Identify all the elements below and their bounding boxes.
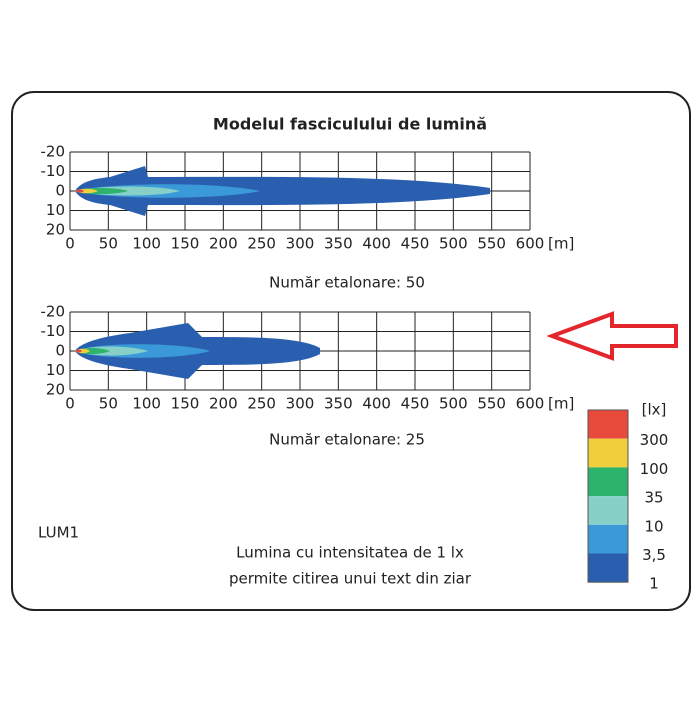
x-tick-label: 250 [247, 395, 276, 413]
x-tick-label: 400 [362, 235, 391, 253]
x-tick-label: 400 [362, 395, 391, 413]
legend-unit: [lx] [642, 401, 667, 419]
x-unit: [m] [548, 235, 574, 253]
y-tick-label: 10 [46, 201, 65, 219]
x-tick-label: 150 [171, 395, 200, 413]
legend-swatch [588, 553, 628, 583]
y-tick-label: 20 [46, 381, 65, 399]
y-tick-label: -20 [41, 143, 66, 161]
arrow [546, 311, 678, 361]
title: Modelul fasciculului de lumină [213, 115, 487, 134]
y-tick-label: 0 [55, 182, 65, 200]
x-tick-label: 200 [209, 395, 238, 413]
x-tick-label: 150 [171, 235, 200, 253]
x-tick-label: 100 [132, 395, 161, 413]
x-tick-label: 100 [132, 235, 161, 253]
x-tick-label: 450 [401, 395, 430, 413]
y-tick-label: 0 [55, 342, 65, 360]
x-tick-label: 450 [401, 235, 430, 253]
x-tick-label: 0 [65, 235, 75, 253]
x-tick-label: 250 [247, 235, 276, 253]
caption: Număr etalonare: 50 [269, 274, 425, 292]
legend-swatch [588, 410, 628, 439]
x-tick-label: 350 [324, 395, 353, 413]
x-tick-label: 600 [516, 235, 545, 253]
y-tick-label: -10 [41, 162, 66, 180]
legend-swatch [588, 496, 628, 525]
legend-label: 300 [640, 431, 669, 449]
x-tick-label: 50 [99, 235, 118, 253]
x-tick-label: 300 [286, 395, 315, 413]
x-tick-label: 50 [99, 395, 118, 413]
x-tick-label: 500 [439, 395, 468, 413]
y-tick-label: -20 [41, 303, 66, 321]
legend-label: 3,5 [642, 546, 666, 564]
legend-label: 10 [644, 517, 663, 535]
y-tick-label: 20 [46, 221, 65, 239]
x-tick-label: 600 [516, 395, 545, 413]
y-tick-label: 10 [46, 361, 65, 379]
model: LUM1 [38, 524, 79, 542]
x-tick-label: 500 [439, 235, 468, 253]
note: Lumina cu intensitatea de 1 lx [236, 544, 464, 562]
x-tick-label: 350 [324, 235, 353, 253]
legend-swatch [588, 438, 628, 468]
x-tick-label: 550 [477, 395, 506, 413]
x-tick-label: 300 [286, 235, 315, 253]
x-tick-label: 0 [65, 395, 75, 413]
y-tick-label: -10 [41, 322, 66, 340]
beam-50 [75, 166, 490, 216]
legend-label: 35 [644, 489, 663, 507]
legend-swatch [588, 524, 628, 554]
beam-25 [75, 323, 320, 379]
x-unit: [m] [548, 395, 574, 413]
note: permite citirea unui text din ziar [229, 570, 472, 588]
caption: Număr etalonare: 25 [269, 431, 425, 449]
legend-border [587, 409, 629, 583]
legend-label: 1 [649, 575, 659, 593]
legend-label: 100 [640, 460, 669, 478]
x-tick-label: 200 [209, 235, 238, 253]
x-tick-label: 550 [477, 235, 506, 253]
legend-swatch [588, 467, 628, 497]
